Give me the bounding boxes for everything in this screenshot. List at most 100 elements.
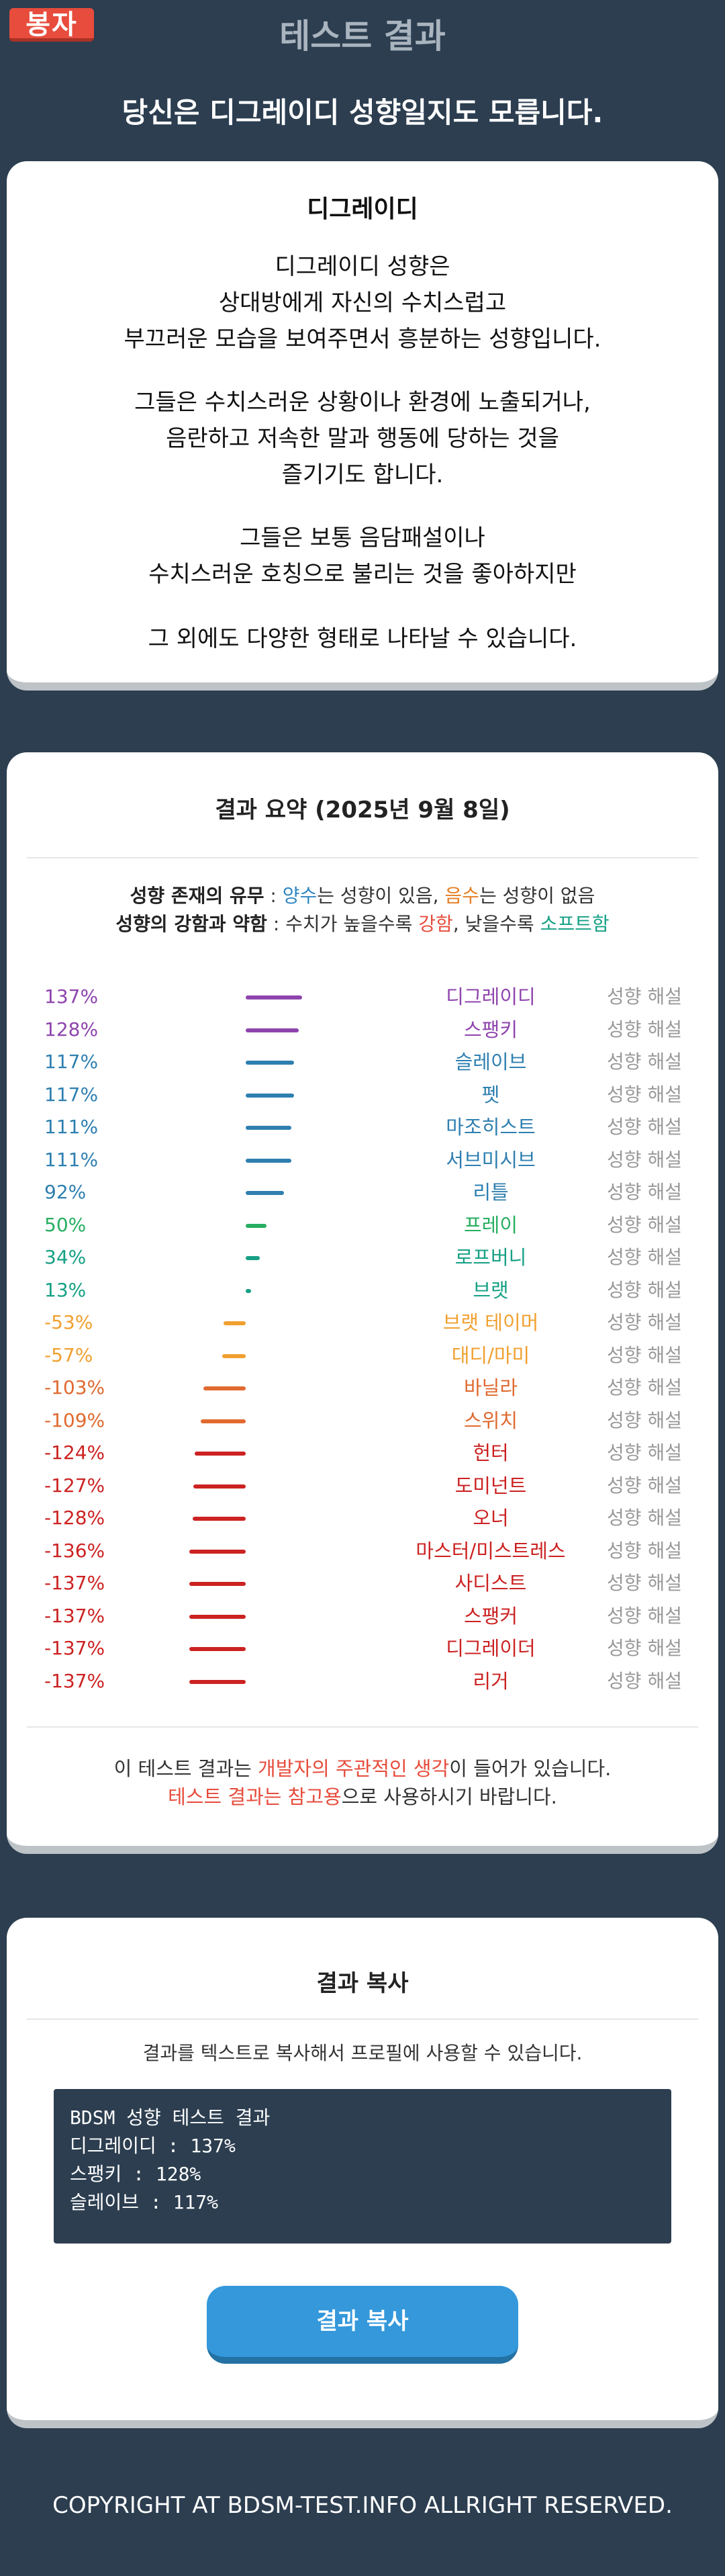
copy-description: 결과를 텍스트로 복사해서 프로필에 사용할 수 있습니다. xyxy=(142,2042,583,2064)
copy-textarea[interactable]: BDSM 성향 테스트 결과 디그레이디 : 137% 스팽키 : 128% 슬… xyxy=(54,2089,671,2244)
result-bar xyxy=(246,1028,299,1032)
result-name: 바닐라 xyxy=(463,1376,518,1399)
result-row: -128% 오너 성향 해설 xyxy=(44,1502,682,1534)
result-row: -137% 스팽커 성향 해설 xyxy=(44,1600,682,1632)
result-name: 펫 xyxy=(481,1083,500,1106)
result-detail-link[interactable]: 성향 해설 xyxy=(607,1181,682,1203)
result-percent: 92% xyxy=(44,1181,87,1203)
copy-line: BDSM 성향 테스트 결과 xyxy=(70,2106,271,2129)
result-detail-link[interactable]: 성향 해설 xyxy=(607,1148,682,1171)
result-row: 111% 마조히스트 성향 해설 xyxy=(44,1111,682,1143)
legend-line-strength: 성향의 강함과 약함 : 수치가 높을수록 강함, 낮을수록 소프트함 xyxy=(7,909,718,936)
description-paragraph: 그들은 보통 음담패설이나 수치스러운 호칭으로 불리는 것을 좋아하지만 xyxy=(7,520,718,592)
legend-term: 성향의 강함과 약함 xyxy=(115,913,267,935)
result-row: 137% 디그레이디 성향 해설 xyxy=(44,981,682,1013)
result-detail-link[interactable]: 성향 해설 xyxy=(607,1246,682,1268)
result-detail-link[interactable]: 성향 해설 xyxy=(607,1278,682,1301)
disclaimer-line-1: 이 테스트 결과는 개발자의 주관적인 생각이 들어가 있습니다. xyxy=(7,1753,718,1781)
result-name: 프레이 xyxy=(463,1213,518,1237)
summary-title: 결과 요약 (2025년 9월 8일) xyxy=(215,797,510,824)
result-detail-link[interactable]: 성향 해설 xyxy=(607,1083,682,1106)
result-detail-link[interactable]: 성향 해설 xyxy=(607,1116,682,1138)
result-detail-link[interactable]: 성향 해설 xyxy=(607,1213,682,1236)
result-percent: -57% xyxy=(44,1343,93,1366)
copy-line: 스팽키 : 128% xyxy=(70,2163,201,2185)
result-detail-link[interactable]: 성향 해설 xyxy=(607,1507,682,1529)
result-row: 117% 펫 성향 해설 xyxy=(44,1079,682,1111)
result-percent: 13% xyxy=(44,1278,87,1301)
result-detail-link[interactable]: 성향 해설 xyxy=(607,1409,682,1431)
text-line: 음란하고 저속한 말과 행동에 당하는 것을 xyxy=(166,425,559,452)
result-percent: -137% xyxy=(44,1572,105,1594)
result-row: -53% 브랫 테이머 성향 해설 xyxy=(44,1306,682,1339)
result-bar xyxy=(224,1321,246,1325)
result-name: 오너 xyxy=(473,1507,509,1529)
result-detail-link[interactable]: 성향 해설 xyxy=(607,1311,682,1333)
result-row: 111% 서브미시브 성향 해설 xyxy=(44,1144,682,1176)
result-name: 스팽커 xyxy=(463,1604,518,1628)
description-card: 디그레이디 디그레이디 성향은 상대방에게 자신의 수치스럽고 부끄러운 모습을… xyxy=(7,161,718,691)
result-row: 128% 스팽키 성향 해설 xyxy=(44,1014,682,1046)
result-name: 스팽키 xyxy=(463,1018,518,1041)
result-name: 브랫 xyxy=(473,1278,509,1302)
text-line: 디그레이디 성향은 xyxy=(275,253,450,280)
result-bar xyxy=(246,1256,260,1260)
result-detail-link[interactable]: 성향 해설 xyxy=(607,1669,682,1692)
result-row: -137% 디그레이더 성향 해설 xyxy=(44,1632,682,1664)
result-bar xyxy=(189,1614,246,1619)
result-detail-link[interactable]: 성향 해설 xyxy=(607,1051,682,1073)
result-detail-link[interactable]: 성향 해설 xyxy=(607,985,682,1008)
result-bar xyxy=(189,1549,246,1554)
result-row: 34% 로프버니 성향 해설 xyxy=(44,1241,682,1274)
result-row: -109% 스위치 성향 해설 xyxy=(44,1405,682,1437)
result-detail-link[interactable]: 성향 해설 xyxy=(607,1474,682,1497)
result-detail-link[interactable]: 성향 해설 xyxy=(607,1441,682,1464)
description-title: 디그레이디 xyxy=(307,195,418,223)
result-name: 디그레이디 xyxy=(446,985,536,1008)
note-emphasis: 테스트 결과는 참고용 xyxy=(168,1785,342,1808)
divider xyxy=(27,2018,698,2020)
page-title: 테스트 결과 xyxy=(279,17,446,56)
legend-text: : 수치가 높을수록 xyxy=(267,913,419,935)
result-percent: -137% xyxy=(44,1637,105,1659)
result-row: -137% 리거 성향 해설 xyxy=(44,1665,682,1697)
copy-title: 결과 복사 xyxy=(316,1970,409,1997)
result-percent: -103% xyxy=(44,1376,105,1398)
result-detail-link[interactable]: 성향 해설 xyxy=(607,1343,682,1366)
legend-positive: 양수 xyxy=(282,885,318,907)
result-row: 50% 프레이 성향 해설 xyxy=(44,1209,682,1241)
result-name: 마조히스트 xyxy=(446,1116,536,1139)
result-detail-link[interactable]: 성향 해설 xyxy=(607,1539,682,1562)
result-detail-link[interactable]: 성향 해설 xyxy=(607,1604,682,1627)
note-text: 으로 사용하시기 바랍니다. xyxy=(341,1785,557,1808)
legend-text: , 낮을수록 xyxy=(452,913,540,935)
result-percent: 111% xyxy=(44,1116,99,1138)
result-percent: 111% xyxy=(44,1148,99,1171)
result-name: 리거 xyxy=(473,1669,509,1693)
copy-line: 디그레이디 : 137% xyxy=(70,2135,236,2157)
result-bar xyxy=(246,1158,292,1163)
result-detail-link[interactable]: 성향 해설 xyxy=(607,1018,682,1040)
result-name: 도미넌트 xyxy=(454,1474,527,1497)
text-line: 그들은 수치스러운 상황이나 환경에 노출되거나, xyxy=(134,389,591,416)
result-row: -127% 도미넌트 성향 해설 xyxy=(44,1470,682,1502)
text-line: 수치스러운 호칭으로 불리는 것을 좋아하지만 xyxy=(148,561,577,588)
text-line: 부끄러운 모습을 보여주면서 흥분하는 성향입니다. xyxy=(124,326,601,353)
result-detail-link[interactable]: 성향 해설 xyxy=(607,1376,682,1398)
result-name: 디그레이더 xyxy=(446,1637,536,1660)
result-bar xyxy=(246,995,303,1000)
result-name: 대디/마미 xyxy=(451,1343,530,1367)
legend-term: 성향 존재의 유무 xyxy=(130,885,264,907)
result-bar xyxy=(194,1452,246,1456)
description-paragraph: 디그레이디 성향은 상대방에게 자신의 수치스럽고 부끄러운 모습을 보여주면서… xyxy=(7,249,718,357)
result-detail-link[interactable]: 성향 해설 xyxy=(607,1637,682,1659)
result-bar xyxy=(246,1288,251,1293)
result-detail-link[interactable]: 성향 해설 xyxy=(607,1572,682,1594)
result-name: 사디스트 xyxy=(454,1572,527,1595)
copy-result-button[interactable]: 결과 복사 xyxy=(207,2286,518,2364)
result-bar xyxy=(246,1061,294,1065)
legend-text: : xyxy=(264,885,283,907)
site-logo[interactable]: 봉자 xyxy=(9,8,94,42)
result-bar xyxy=(193,1484,246,1489)
top-bar: 봉자 테스트 결과 xyxy=(0,0,725,58)
